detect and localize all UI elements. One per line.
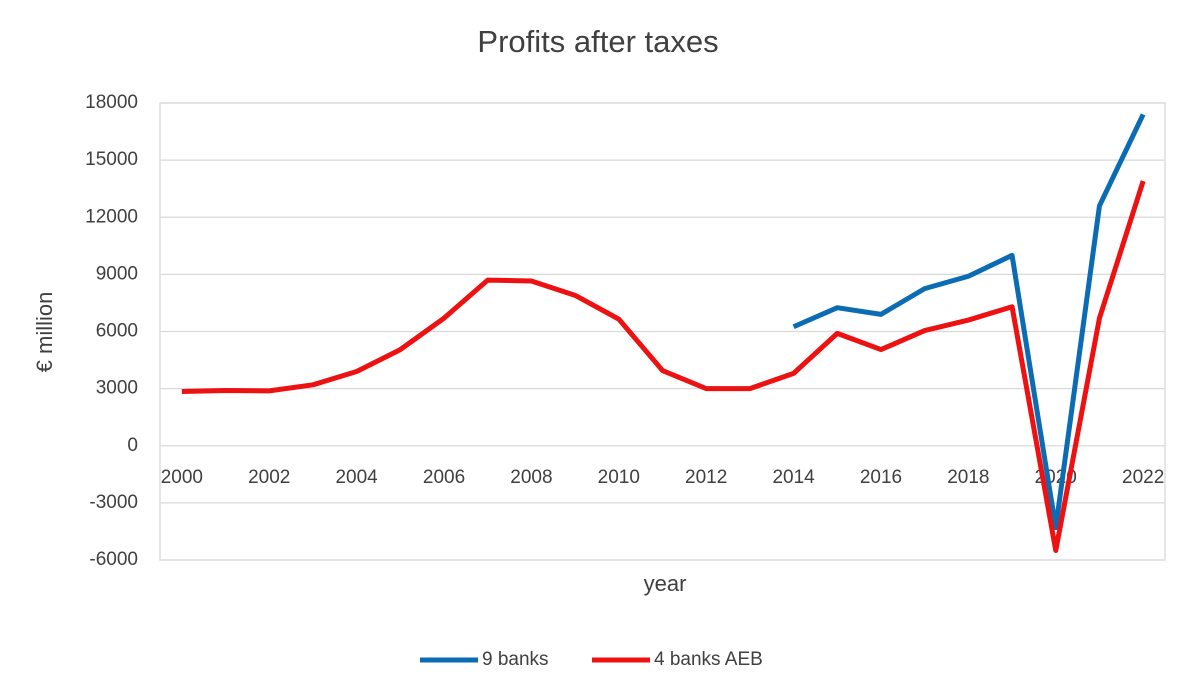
x-tick-label: 2018	[947, 467, 989, 488]
x-tick-label: 2000	[161, 467, 203, 488]
y-axis-label: € million	[32, 292, 57, 373]
series-line	[181, 180, 1146, 553]
x-tick-label: 2014	[772, 467, 815, 488]
x-tick-label: 2010	[598, 467, 640, 488]
x-tick-label: 2006	[423, 467, 465, 488]
x-tick-label: 2004	[335, 467, 378, 488]
y-tick-label: 15000	[85, 149, 138, 170]
x-tick-label: 2022	[1122, 467, 1164, 488]
series-line	[792, 113, 1146, 531]
y-tick-label: -6000	[89, 549, 138, 570]
y-tick-label: 0	[127, 435, 138, 456]
y-tick-label: 12000	[85, 206, 138, 227]
chart-title: Profits after taxes	[477, 24, 718, 59]
y-tick-label: 6000	[96, 321, 138, 342]
x-tick-label: 2012	[685, 467, 727, 488]
legend-label: 4 banks AEB	[654, 649, 763, 670]
legend-label: 9 banks	[482, 649, 549, 670]
y-tick-label: -3000	[89, 492, 138, 513]
y-tick-label: 18000	[85, 92, 138, 113]
x-axis-label: year	[644, 571, 687, 596]
x-tick-label: 2016	[860, 467, 902, 488]
x-tick-label: 2008	[510, 467, 552, 488]
x-tick-label: 2002	[248, 467, 290, 488]
y-tick-label: 3000	[96, 378, 138, 399]
y-tick-label: 9000	[96, 263, 138, 284]
